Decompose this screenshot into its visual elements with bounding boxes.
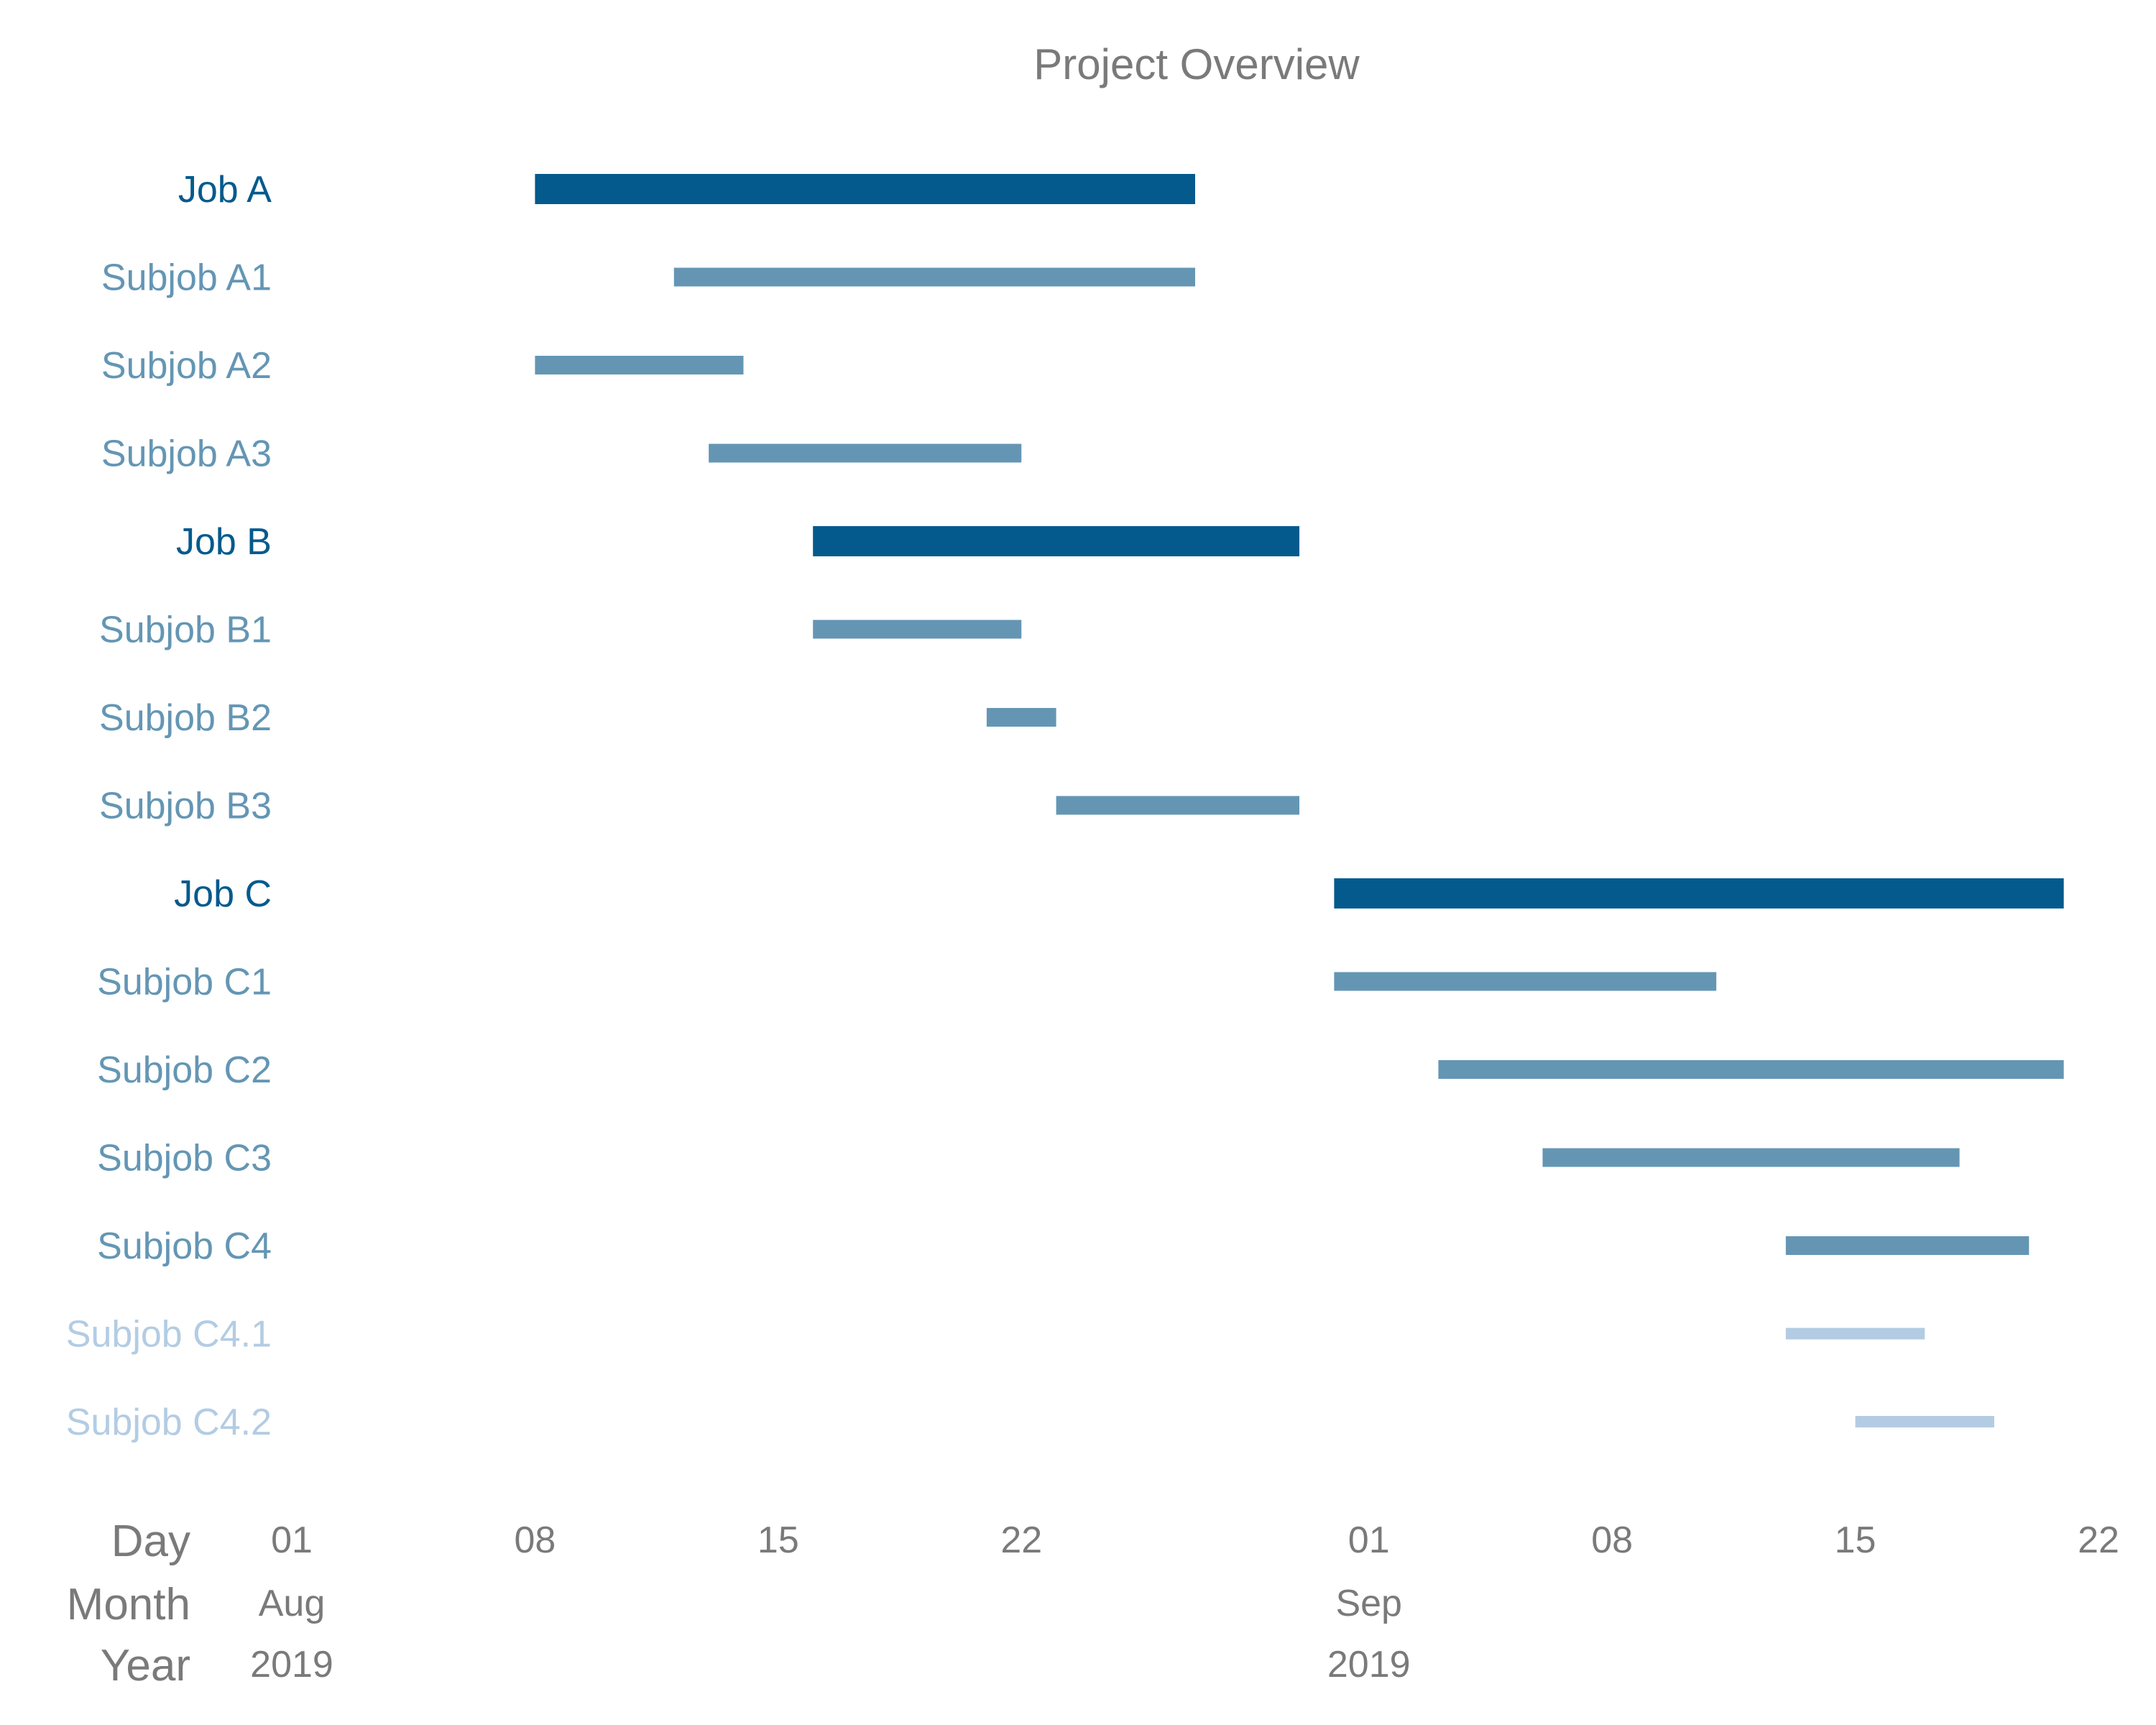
task-bar: [1334, 972, 1717, 991]
task-label: Job B: [176, 521, 272, 563]
axis-row-name: Year: [101, 1641, 190, 1690]
tick-label: 22: [2078, 1519, 2119, 1561]
task-label: Subjob A3: [101, 433, 272, 475]
task-bar: [1056, 796, 1300, 815]
task-bar: [535, 174, 1195, 204]
tick-label: 08: [1591, 1519, 1633, 1561]
task-bar: [1334, 878, 2064, 908]
task-label: Subjob B3: [99, 786, 272, 827]
tick-label: 2019: [250, 1644, 333, 1685]
tick-label: Aug: [259, 1583, 326, 1624]
tick-label: 08: [515, 1519, 556, 1561]
task-label: Subjob C4.1: [66, 1314, 272, 1356]
task-bars: [535, 174, 2064, 1427]
chart-title: Project Overview: [1033, 40, 1360, 88]
task-bar: [1438, 1060, 2064, 1079]
time-axis: Day 01 08 15 22 01 08 15 22 Month Aug Sep Year 2019 20…: [67, 1517, 2119, 1690]
task-bar: [1855, 1416, 1994, 1427]
tick-label: 01: [1348, 1519, 1390, 1561]
tick-label: 22: [1000, 1519, 1042, 1561]
tick-label: 2019: [1327, 1644, 1411, 1685]
task-labels: Job A Subjob A1 Subjob A2 Subjob A3 Job B Sub…: [66, 169, 272, 1443]
task-bar: [1785, 1236, 2030, 1255]
tick-label: 15: [1835, 1519, 1876, 1561]
task-bar: [1785, 1328, 1925, 1340]
task-label: Subjob C4.2: [66, 1402, 272, 1443]
task-label: Subjob C2: [97, 1049, 272, 1091]
tick-label: Sep: [1335, 1583, 1402, 1624]
task-label: Job C: [174, 873, 272, 915]
axis-row-name: Day: [111, 1517, 190, 1566]
task-bar: [535, 356, 744, 374]
task-label: Subjob A1: [101, 257, 272, 299]
task-bar: [709, 443, 1022, 463]
task-label: Subjob C3: [97, 1138, 272, 1179]
task-bar: [986, 708, 1056, 727]
tick-label: 15: [757, 1519, 799, 1561]
task-label: Job A: [178, 169, 272, 211]
task-bar: [813, 526, 1300, 556]
task-label: Subjob A2: [101, 345, 272, 387]
task-label: Subjob C1: [97, 962, 272, 1003]
axis-row-name: Month: [67, 1580, 190, 1629]
task-bar: [1542, 1148, 1960, 1167]
tick-label: 01: [271, 1519, 313, 1561]
task-bar: [673, 267, 1195, 287]
task-bar: [813, 620, 1022, 639]
task-label: Subjob B2: [99, 697, 272, 739]
task-label: Subjob B1: [99, 610, 272, 651]
task-label: Subjob C4: [97, 1225, 272, 1267]
